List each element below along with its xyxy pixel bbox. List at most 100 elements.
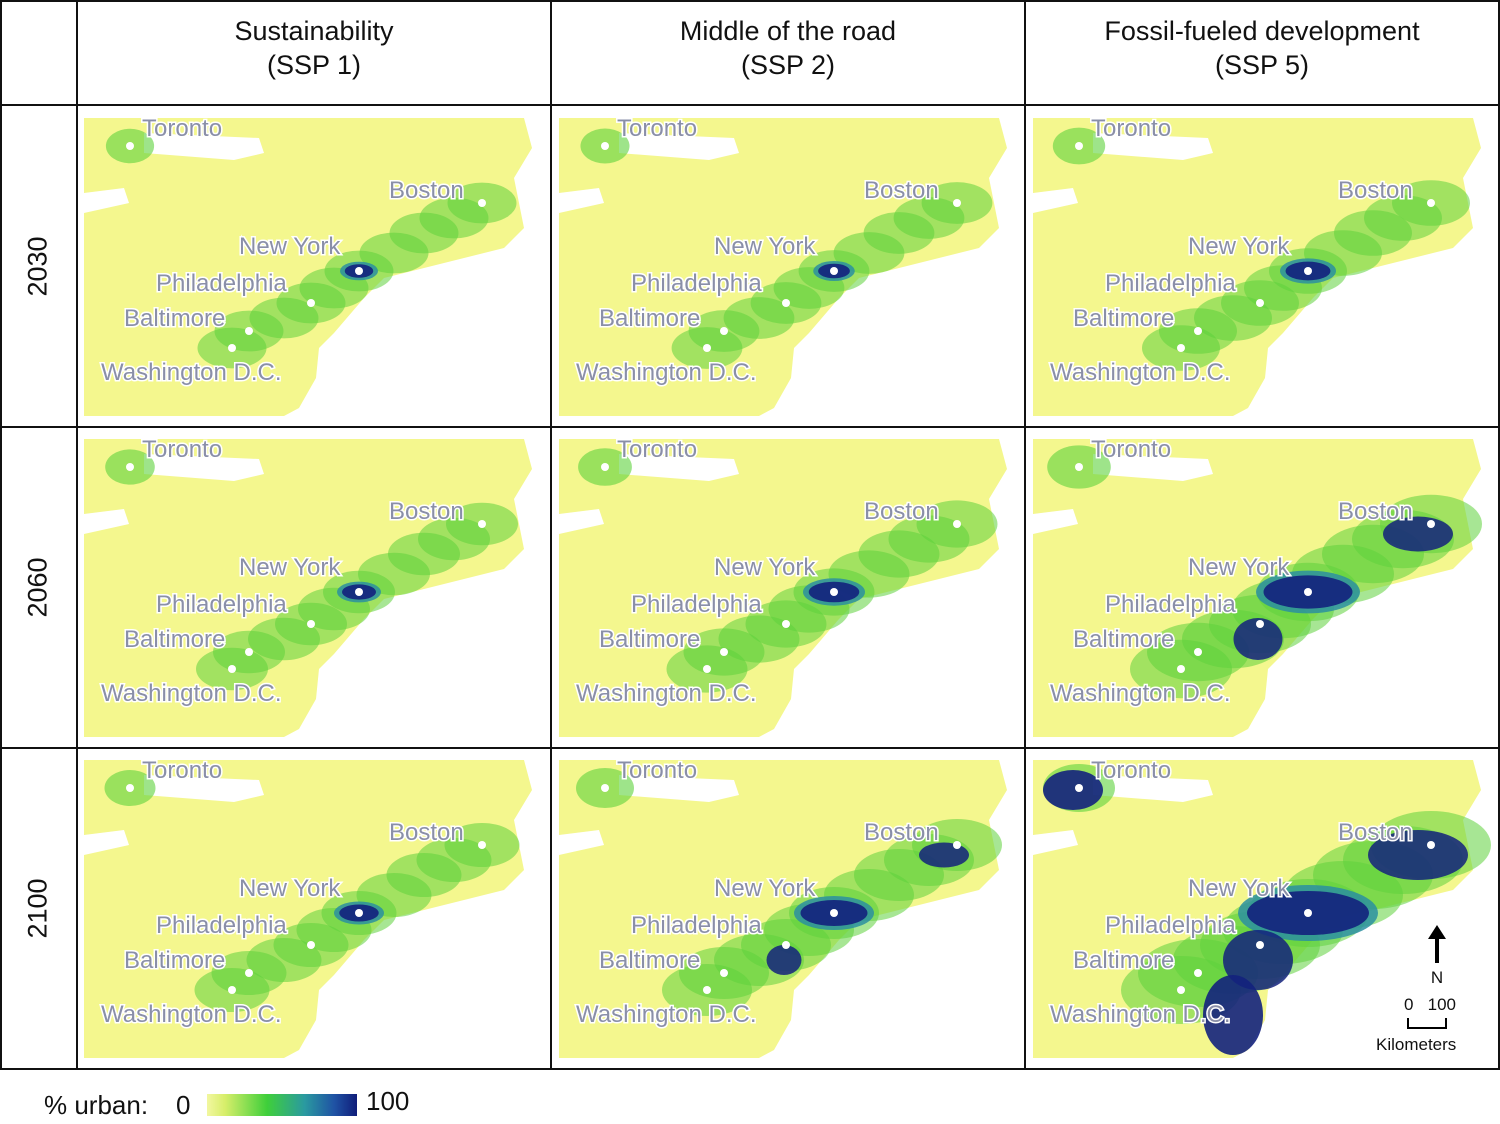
- city-label: New York: [239, 875, 341, 902]
- column-header-ssp1: Sustainability (SSP 1): [78, 14, 550, 82]
- city-marker: [1194, 648, 1202, 656]
- city-marker: [126, 463, 134, 471]
- city-label: Toronto: [142, 760, 222, 784]
- legend-title: % urban:: [44, 1090, 149, 1120]
- map-svg: Toronto Boston New York Philadelphia Baltimo…: [1033, 439, 1482, 737]
- city-marker: [355, 588, 363, 596]
- grid-line: [1024, 0, 1026, 1070]
- lake-erie: [1033, 188, 1078, 213]
- figure-grid: Sustainability (SSP 1) Middle of the roa…: [0, 0, 1500, 1070]
- column-subtitle: (SSP 5): [1214, 50, 1310, 80]
- city-label: New York: [1188, 554, 1290, 581]
- city-label: Toronto: [617, 439, 697, 463]
- city-label: Baltimore: [599, 947, 700, 974]
- north-arrow: N: [1392, 925, 1482, 988]
- lake-erie: [559, 830, 604, 855]
- city-marker: [703, 986, 711, 994]
- city-label: Philadelphia: [156, 270, 287, 297]
- city-label: Washington D.C.: [576, 359, 757, 386]
- city-label: Toronto: [1091, 439, 1171, 463]
- city-label: Boston: [1338, 498, 1413, 525]
- city-marker: [1427, 199, 1435, 207]
- land-area: [84, 118, 532, 416]
- city-marker: [307, 299, 315, 307]
- city-label: Philadelphia: [1105, 270, 1236, 297]
- city-marker: [953, 841, 961, 849]
- map-svg: Toronto Boston New York Philadelphia Baltimo…: [559, 439, 1007, 737]
- map-panel: Toronto Boston New York Philadelphia Baltimo…: [84, 118, 546, 416]
- column-title: Sustainability: [234, 16, 394, 46]
- city-marker: [307, 941, 315, 949]
- city-marker: [1194, 969, 1202, 977]
- city-label: Philadelphia: [631, 912, 762, 939]
- map-panel: Toronto Boston New York Philadelphia Baltimo…: [1033, 118, 1495, 416]
- map-panel: Toronto Boston New York Philadelphia Baltimo…: [1033, 760, 1495, 1058]
- column-header-ssp2: Middle of the road (SSP 2): [552, 14, 1024, 82]
- map-panel: Toronto Boston New York Philadelphia Baltimo…: [84, 760, 546, 1058]
- map-panel: Toronto Boston New York Philadelphia Baltimo…: [84, 439, 546, 737]
- lake-ontario: [144, 454, 264, 481]
- city-label: Washington D.C.: [576, 1001, 757, 1028]
- urban-corridor: [104, 770, 520, 1012]
- city-label: Baltimore: [599, 305, 700, 332]
- map-panel: Toronto Boston New York Philadelphia Baltimo…: [559, 439, 1021, 737]
- city-label: Philadelphia: [156, 591, 287, 618]
- land-area: [84, 439, 532, 737]
- map-panel: Toronto Boston New York Philadelphia Baltimo…: [559, 118, 1021, 416]
- city-label: Philadelphia: [631, 270, 762, 297]
- land-area: [559, 118, 1007, 416]
- city-marker: [228, 344, 236, 352]
- city-marker: [1075, 142, 1083, 150]
- scale-line: [1407, 1018, 1447, 1029]
- city-marker: [703, 665, 711, 673]
- city-marker: [782, 620, 790, 628]
- column-title: Middle of the road: [679, 16, 897, 46]
- row-header-2060: 2060: [22, 557, 53, 618]
- city-marker: [601, 463, 609, 471]
- grid-line: [0, 1068, 1500, 1070]
- map-svg: Toronto Boston New York Philadelphia Baltimo…: [84, 118, 532, 416]
- urban-corridor: [1043, 764, 1491, 1055]
- city-label: Baltimore: [124, 305, 225, 332]
- city-label: New York: [239, 233, 341, 260]
- city-marker: [782, 299, 790, 307]
- city-marker: [1075, 784, 1083, 792]
- lake-ontario: [619, 133, 739, 160]
- city-label: Washington D.C.: [101, 359, 282, 386]
- city-marker: [830, 588, 838, 596]
- map-svg: Toronto Boston New York Philadelphia Baltimo…: [1033, 118, 1481, 416]
- row-header-2100: 2100: [22, 878, 53, 939]
- city-marker: [478, 199, 486, 207]
- city-label: Baltimore: [1073, 626, 1174, 653]
- legend-min: 0: [176, 1090, 191, 1120]
- city-label: New York: [239, 554, 341, 581]
- city-marker: [126, 784, 134, 792]
- lake-erie: [559, 509, 604, 534]
- grid-line: [0, 426, 1500, 428]
- city-marker: [228, 986, 236, 994]
- city-marker: [720, 969, 728, 977]
- grid-line: [0, 747, 1500, 749]
- city-label: Toronto: [1091, 760, 1171, 784]
- map-svg: Toronto Boston New York Philadelphia Baltimo…: [84, 439, 532, 737]
- city-marker: [1427, 841, 1435, 849]
- north-label: N: [1430, 968, 1444, 987]
- land-area: [84, 760, 532, 1058]
- map-svg: Toronto Boston New York Philadelphia Baltimo…: [1033, 760, 1491, 1058]
- lake-erie: [1033, 830, 1078, 855]
- lake-erie: [84, 830, 129, 855]
- city-marker: [307, 620, 315, 628]
- lake-erie: [1033, 509, 1078, 534]
- city-label: Boston: [1338, 819, 1413, 846]
- city-marker: [1427, 520, 1435, 528]
- scale-ticks: 0 100: [1404, 995, 1456, 1014]
- city-label: Philadelphia: [156, 912, 287, 939]
- city-label: Baltimore: [1073, 305, 1174, 332]
- row-header-2030: 2030: [22, 235, 53, 297]
- column-subtitle: (SSP 1): [266, 50, 362, 80]
- city-label: Philadelphia: [1105, 591, 1236, 618]
- city-marker: [1177, 344, 1185, 352]
- city-label: Boston: [864, 819, 939, 846]
- city-label: Washington D.C.: [101, 680, 282, 707]
- city-marker: [1304, 909, 1312, 917]
